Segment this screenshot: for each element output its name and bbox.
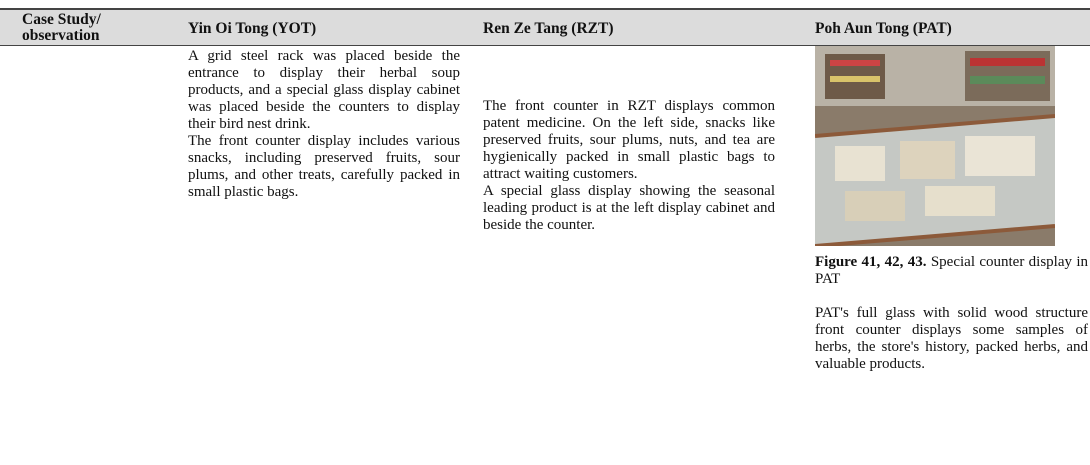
paragraph: A grid steel rack was placed beside the … — [188, 48, 460, 132]
header-cell: Yin Oi Tong (YOT) — [188, 20, 317, 37]
header-cell: Case Study/ observation — [22, 11, 101, 44]
table-header: Case Study/ observation Yin Oi Tong (YOT… — [0, 8, 1090, 46]
header-cell: Ren Ze Tang (RZT) — [483, 20, 614, 37]
header-cell: Poh Aun Tong (PAT) — [815, 20, 952, 37]
paragraph: PAT's full glass with solid wood structu… — [815, 305, 1088, 372]
rzt-cell: The front counter in RZT displays common… — [483, 98, 775, 234]
paragraph: The front counter display includes vario… — [188, 133, 460, 200]
yot-cell: A grid steel rack was placed beside the … — [188, 48, 460, 201]
figure-caption: Figure 41, 42, 43. Special counter displ… — [815, 254, 1088, 288]
paragraph: The front counter in RZT displays common… — [483, 98, 775, 182]
photo — [814, 46, 1056, 248]
paragraph: A special glass display showing the seas… — [483, 183, 775, 233]
pat-cell: Figure 41, 42, 43. Special counter displ… — [814, 46, 1088, 373]
figure-label: Figure 41, 42, 43. — [815, 254, 927, 270]
caption-text: Special counter display in PAT — [815, 254, 1088, 287]
